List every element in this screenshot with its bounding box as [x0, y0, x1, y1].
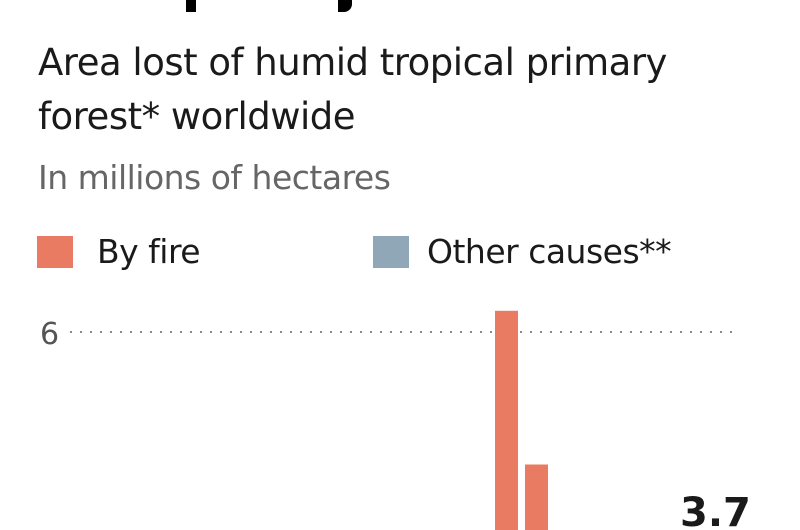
legend-swatch-fire: [37, 235, 73, 268]
data-label: 3.7: [680, 490, 751, 530]
unit-label: In millions of hectares: [38, 158, 391, 197]
bar-fire-0: [495, 310, 518, 530]
legend-item-fire: By fire: [37, 232, 201, 271]
legend-item-other: Other causes**: [373, 232, 672, 271]
legend-label-other: Other causes**: [427, 232, 672, 271]
legend-swatch-other: [373, 235, 409, 268]
chart-subtitle: Area lost of humid tropical primary fore…: [38, 41, 667, 138]
title-cut-glyph: [186, 0, 196, 12]
y-tick-6: 6: [40, 317, 59, 352]
legend-label-fire: By fire: [97, 232, 201, 271]
title-cut-glyph: [338, 0, 352, 12]
bar-fire-1: [525, 464, 548, 530]
